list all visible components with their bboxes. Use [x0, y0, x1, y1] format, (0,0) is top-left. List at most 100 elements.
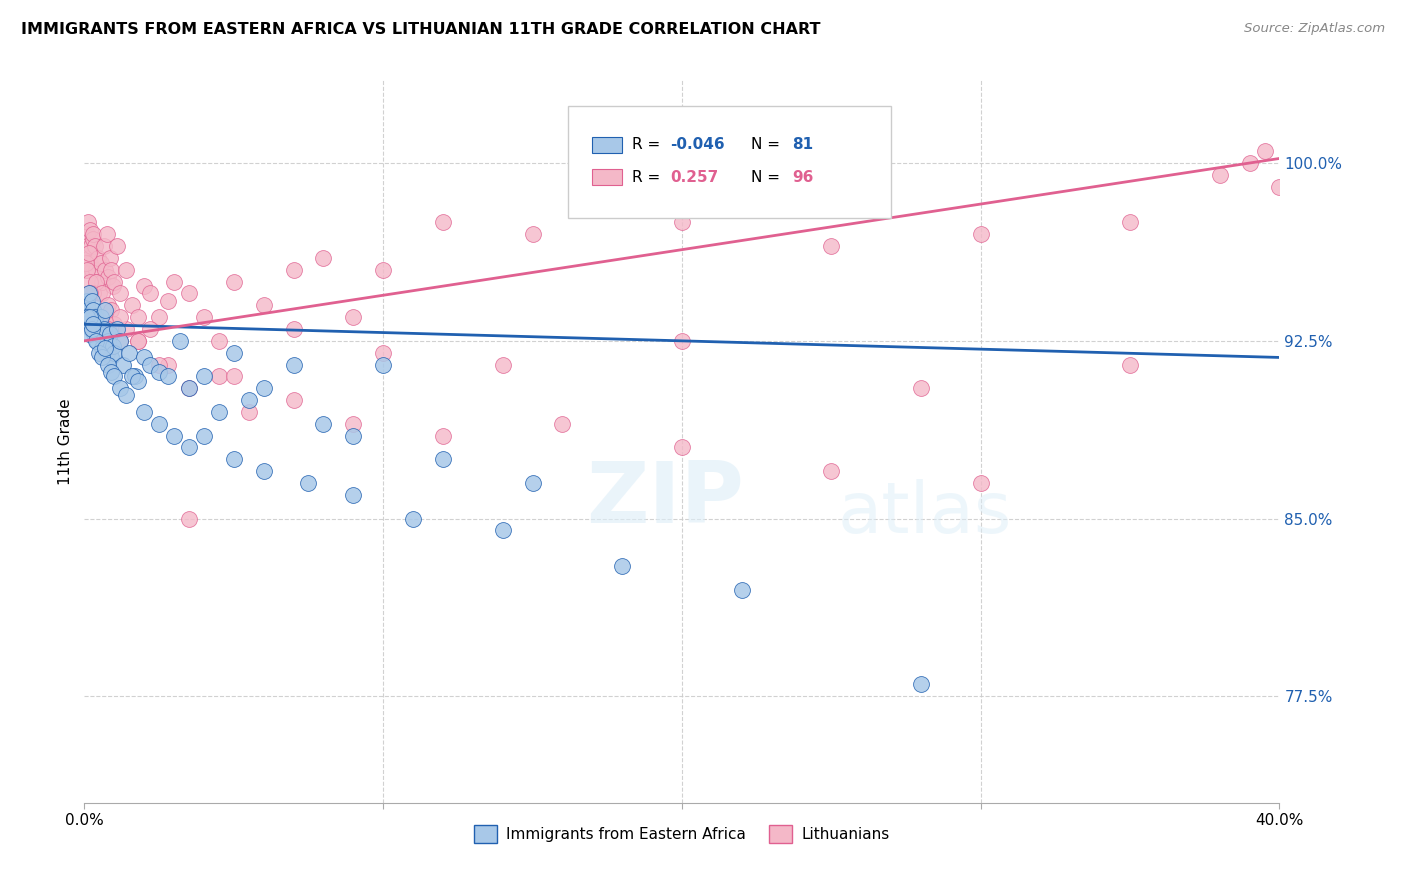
Point [432, 428, 454, 442]
Text: N =: N = [751, 169, 780, 185]
Point [76, 227, 98, 242]
Point [97, 358, 120, 372]
Point [86, 334, 108, 348]
Point [79, 255, 101, 269]
Point [342, 310, 364, 325]
Point [139, 286, 162, 301]
Point [238, 393, 260, 408]
Point [121, 298, 143, 312]
Point [193, 369, 215, 384]
Point [671, 334, 693, 348]
Point [82, 310, 104, 325]
Point [671, 215, 693, 229]
Point [222, 369, 245, 384]
Point [1209, 168, 1232, 182]
Point [148, 358, 170, 372]
Point [551, 417, 574, 431]
Point [373, 345, 395, 359]
Point [253, 298, 276, 312]
Point [118, 345, 141, 359]
Point [115, 262, 138, 277]
Point [101, 338, 124, 352]
Point [97, 334, 120, 348]
Point [193, 310, 215, 325]
Point [76, 298, 98, 312]
Point [90, 255, 112, 269]
Point [79, 286, 101, 301]
Point [283, 358, 305, 372]
Point [492, 524, 515, 538]
Bar [592, 136, 623, 153]
Point [193, 428, 215, 442]
Point [177, 511, 200, 525]
Point [84, 262, 107, 277]
Point [157, 358, 180, 372]
Point [94, 341, 117, 355]
Point [110, 334, 132, 348]
Point [522, 475, 544, 490]
Point [283, 262, 305, 277]
Point [127, 334, 149, 348]
Point [80, 293, 103, 308]
Point [83, 310, 105, 325]
Point [100, 351, 122, 365]
Point [96, 345, 118, 359]
Point [342, 417, 364, 431]
Point [79, 275, 101, 289]
Point [222, 275, 245, 289]
Text: N =: N = [751, 137, 780, 152]
Point [84, 322, 107, 336]
Point [89, 310, 111, 325]
Legend: Immigrants from Eastern Africa, Lithuanians: Immigrants from Eastern Africa, Lithuani… [468, 819, 896, 849]
Point [93, 322, 115, 336]
Point [96, 227, 118, 242]
Point [110, 381, 132, 395]
Point [94, 310, 117, 325]
Point [77, 251, 100, 265]
Point [79, 222, 101, 236]
Point [139, 322, 162, 336]
Point [177, 381, 200, 395]
Point [76, 293, 98, 308]
Point [87, 251, 110, 265]
Point [86, 310, 108, 325]
Point [83, 239, 105, 253]
Point [253, 381, 276, 395]
Point [76, 262, 98, 277]
Point [157, 369, 180, 384]
Point [312, 417, 335, 431]
Point [82, 318, 104, 332]
Point [83, 326, 105, 341]
Point [80, 239, 103, 253]
Point [253, 464, 276, 478]
Point [208, 334, 231, 348]
Point [612, 558, 634, 573]
Point [97, 322, 120, 336]
Point [127, 334, 149, 348]
Point [94, 303, 117, 318]
Text: R =: R = [631, 169, 659, 185]
Point [1119, 215, 1142, 229]
Point [671, 441, 693, 455]
Point [93, 239, 115, 253]
Text: Source: ZipAtlas.com: Source: ZipAtlas.com [1244, 22, 1385, 36]
Point [75, 255, 97, 269]
Point [79, 318, 101, 332]
Point [94, 262, 117, 277]
Point [910, 677, 932, 691]
Point [97, 298, 120, 312]
Point [522, 227, 544, 242]
Text: ZIP: ZIP [586, 458, 744, 541]
Point [89, 286, 111, 301]
Point [97, 269, 120, 284]
Text: -0.046: -0.046 [671, 137, 724, 152]
Point [87, 322, 110, 336]
Point [124, 369, 146, 384]
Text: IMMIGRANTS FROM EASTERN AFRICA VS LITHUANIAN 11TH GRADE CORRELATION CHART: IMMIGRANTS FROM EASTERN AFRICA VS LITHUA… [21, 22, 821, 37]
Point [127, 374, 149, 388]
Point [373, 358, 395, 372]
Y-axis label: 11th Grade: 11th Grade [58, 398, 73, 485]
Point [342, 428, 364, 442]
Point [127, 310, 149, 325]
Point [402, 511, 425, 525]
